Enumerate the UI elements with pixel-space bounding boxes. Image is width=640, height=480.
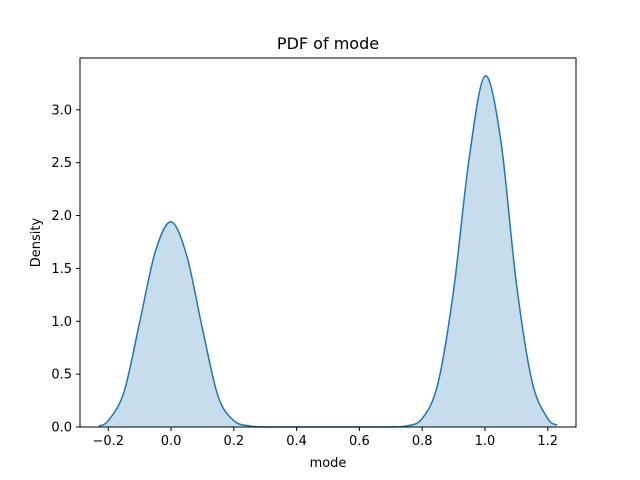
- x-tick-label: 0.6: [349, 434, 370, 449]
- y-tick-label: 1.5: [51, 262, 72, 277]
- x-axis-label: mode: [310, 456, 347, 471]
- x-tick-label: 1.0: [475, 434, 496, 449]
- y-tick-label: 0.5: [51, 368, 72, 383]
- y-tick-label: 2.0: [51, 209, 72, 224]
- x-tick-label: 1.2: [537, 434, 558, 449]
- y-tick-label: 1.0: [51, 315, 72, 330]
- chart-title: PDF of mode: [277, 34, 379, 53]
- plot-frame: [79, 57, 577, 428]
- y-axis-label: Density: [29, 217, 44, 267]
- density-area-0: [98, 75, 558, 428]
- y-tick-label: 3.0: [51, 103, 72, 118]
- x-tick-label: 0.8: [412, 434, 433, 449]
- x-tick-label: 0.4: [286, 434, 307, 449]
- x-tick-label: −0.2: [92, 434, 124, 449]
- x-tick-label: 0.2: [223, 434, 244, 449]
- x-tick-label: 0.0: [161, 434, 182, 449]
- y-tick-label: 0.0: [51, 421, 72, 436]
- y-tick-label: 2.5: [51, 156, 72, 171]
